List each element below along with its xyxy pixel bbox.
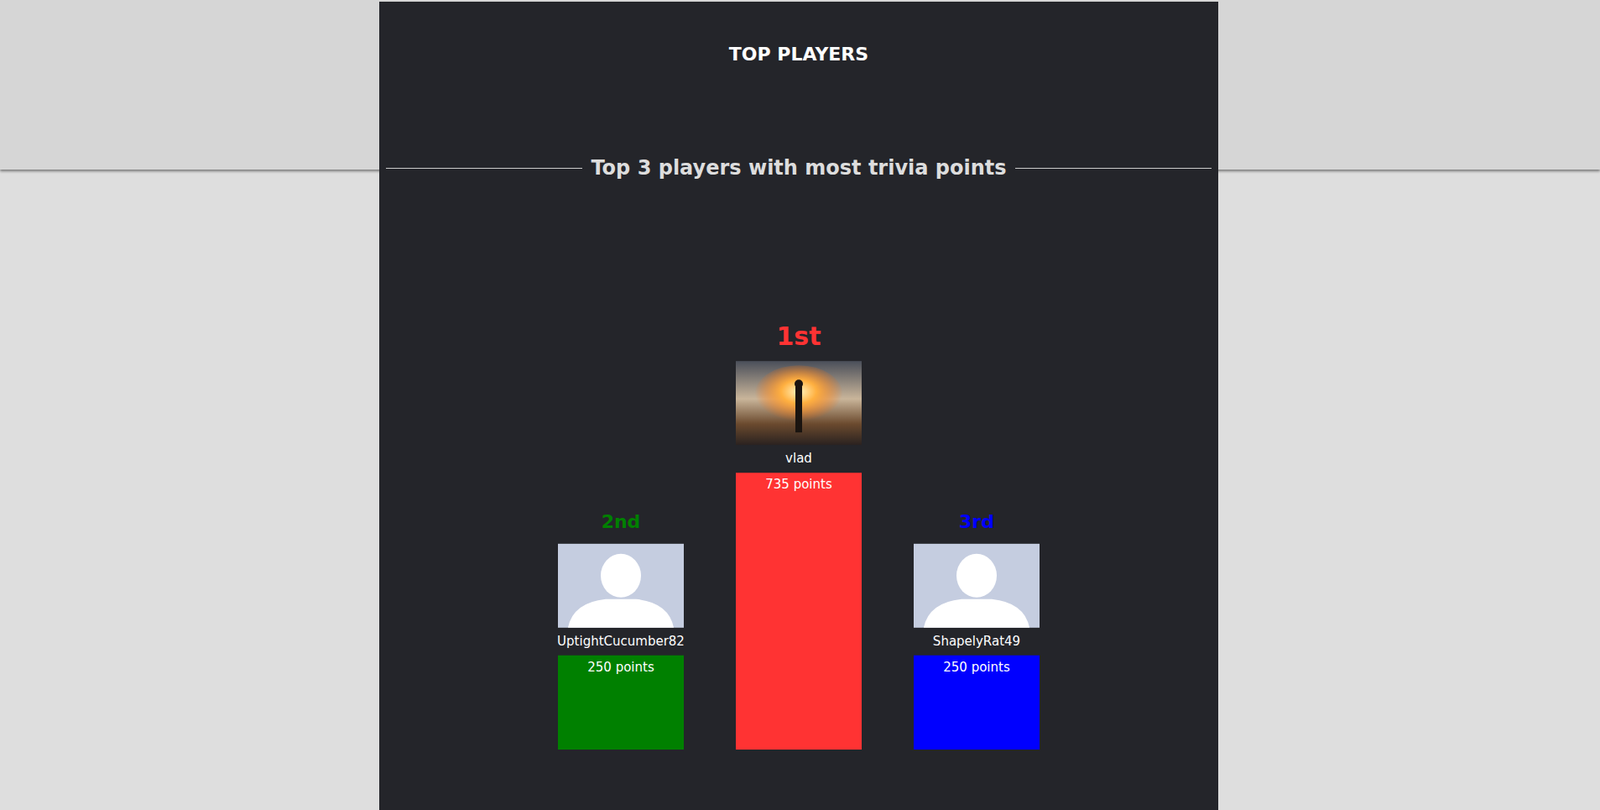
svg-text:3rd: 3rd [958, 510, 995, 532]
svg-text:250 points: 250 points [587, 659, 655, 675]
html-text:Top 3 players with most trivia: Top 3 players with most trivia points [591, 156, 1007, 180]
svg-text:vlad: vlad [785, 450, 813, 466]
svg-text:2nd: 2nd [601, 510, 642, 532]
svg-text:735 points: 735 points [765, 476, 833, 492]
html-text:TOP PLAYERS: TOP PLAYERS [728, 43, 869, 65]
svg-text:250 points: 250 points [943, 659, 1011, 675]
svg-text:1st: 1st [776, 321, 821, 351]
svg-text:UptightCucumber82: UptightCucumber82 [557, 633, 685, 649]
svg-text:ShapelyRat49: ShapelyRat49 [932, 633, 1021, 649]
